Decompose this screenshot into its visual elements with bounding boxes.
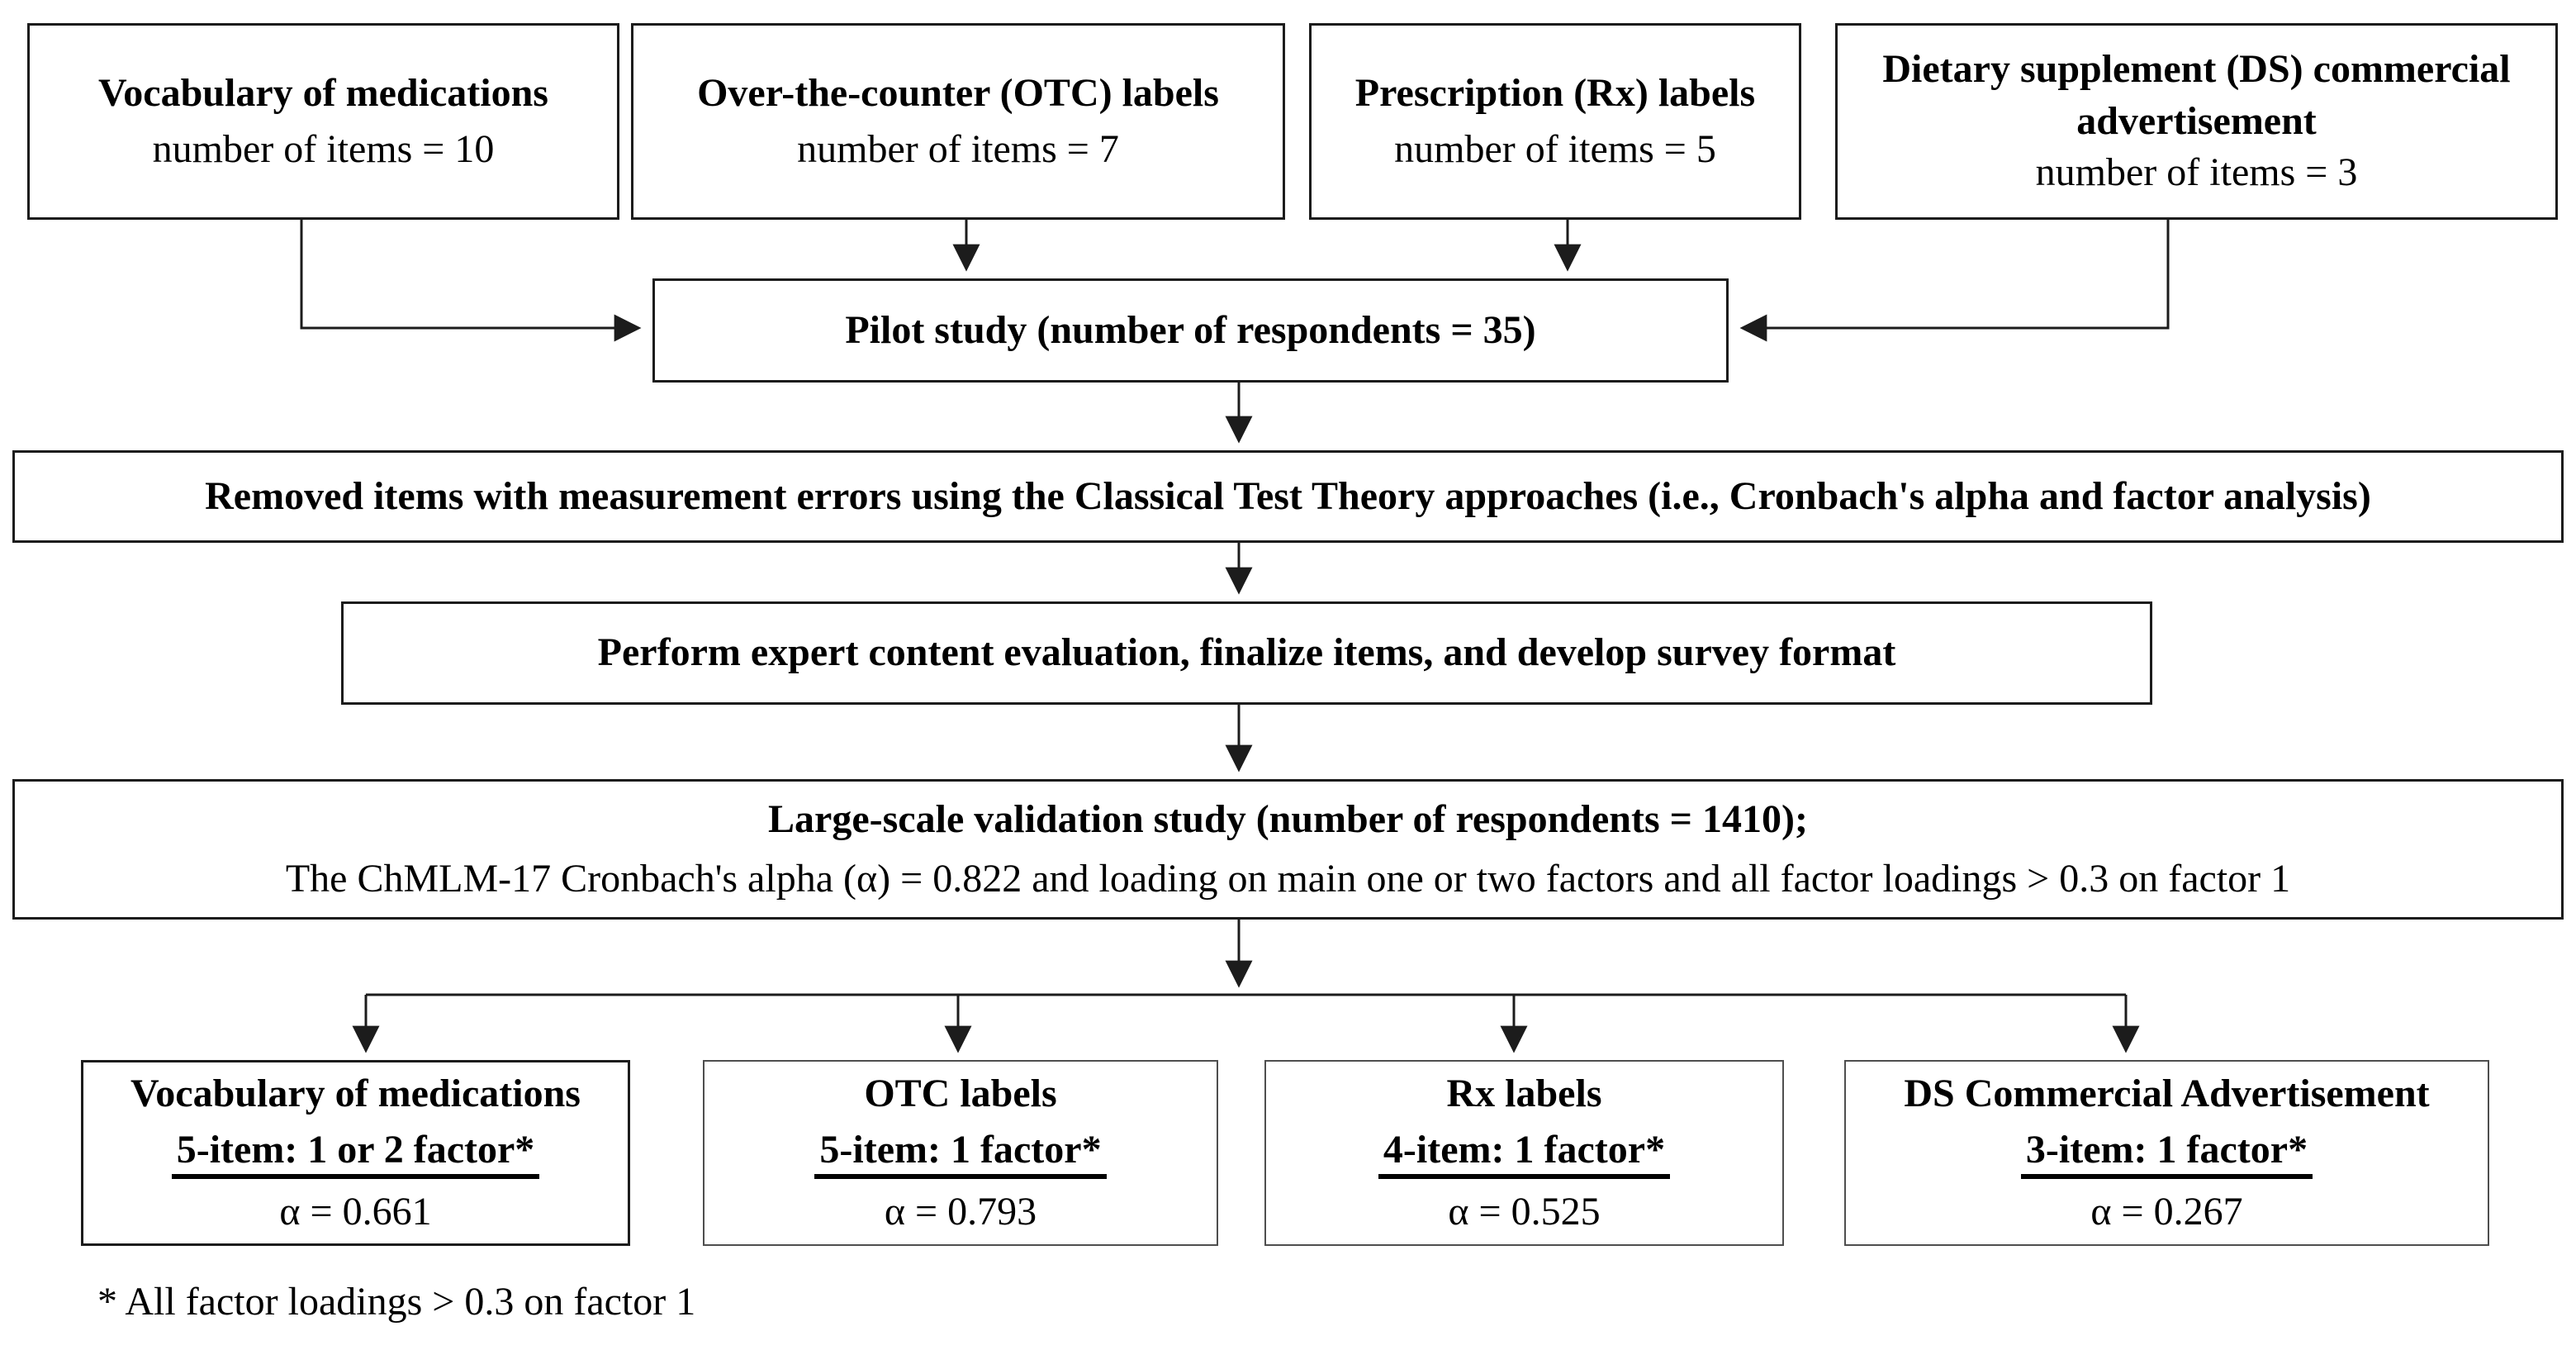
expert-evaluation-box: Perform expert content evaluation, final… (341, 601, 2152, 705)
source-title: Over-the-counter (OTC) labels (697, 70, 1219, 115)
source-item-count: number of items = 10 (152, 127, 495, 171)
arrow-ds-to-pilot (1739, 220, 2170, 342)
result-box-ds: DS Commercial Advertisement 3-item: 1 fa… (1844, 1060, 2489, 1246)
source-box-ds: Dietary supplement (DS) commercial adver… (1835, 23, 2558, 220)
result-factor: 5-item: 1 or 2 factor* (171, 1127, 540, 1180)
pilot-study-label: Pilot study (number of respondents = 35) (845, 307, 1536, 352)
removed-items-label: Removed items with measurement errors us… (205, 473, 2371, 518)
result-alpha: α = 0.267 (2090, 1190, 2243, 1234)
source-title: Dietary supplement (DS) commercial adver… (1882, 47, 2511, 143)
result-factor: 5-item: 1 factor* (814, 1127, 1107, 1180)
result-box-vocabulary: Vocabulary of medications 5-item: 1 or 2… (81, 1060, 630, 1246)
result-factor: 3-item: 1 factor* (2020, 1127, 2313, 1180)
result-title: OTC labels (864, 1071, 1057, 1115)
source-box-otc: Over-the-counter (OTC) labels number of … (631, 23, 1285, 220)
result-alpha: α = 0.661 (279, 1190, 432, 1234)
result-title: Vocabulary of medications (130, 1071, 581, 1115)
pilot-study-box: Pilot study (number of respondents = 35) (652, 278, 1729, 383)
source-item-count: number of items = 5 (1394, 127, 1716, 171)
result-title: Rx labels (1446, 1071, 1602, 1115)
validation-study-box: Large-scale validation study (number of … (12, 779, 2564, 920)
result-title: DS Commercial Advertisement (1904, 1071, 2430, 1115)
validation-line1: Large-scale validation study (number of … (768, 797, 1808, 841)
expert-evaluation-label: Perform expert content evaluation, final… (597, 630, 1896, 675)
validation-line2: The ChMLM-17 Cronbach's alpha (α) = 0.82… (285, 857, 2291, 901)
source-box-vocabulary: Vocabulary of medications number of item… (27, 23, 619, 220)
result-factor: 4-item: 1 factor* (1378, 1127, 1671, 1180)
source-title: Vocabulary of medications (98, 70, 548, 115)
result-box-otc: OTC labels 5-item: 1 factor* α = 0.793 (703, 1060, 1218, 1246)
arrow-vocabulary-to-pilot (300, 220, 642, 342)
source-box-rx: Prescription (Rx) labels number of items… (1309, 23, 1801, 220)
result-box-rx: Rx labels 4-item: 1 factor* α = 0.525 (1264, 1060, 1784, 1246)
source-item-count: number of items = 7 (797, 127, 1119, 171)
removed-items-box: Removed items with measurement errors us… (12, 450, 2564, 543)
source-item-count: number of items = 3 (2035, 150, 2358, 195)
result-alpha: α = 0.525 (1448, 1190, 1601, 1234)
result-alpha: α = 0.793 (884, 1190, 1037, 1234)
source-title: Prescription (Rx) labels (1354, 70, 1756, 115)
footnote: * All factor loadings > 0.3 on factor 1 (97, 1280, 696, 1324)
